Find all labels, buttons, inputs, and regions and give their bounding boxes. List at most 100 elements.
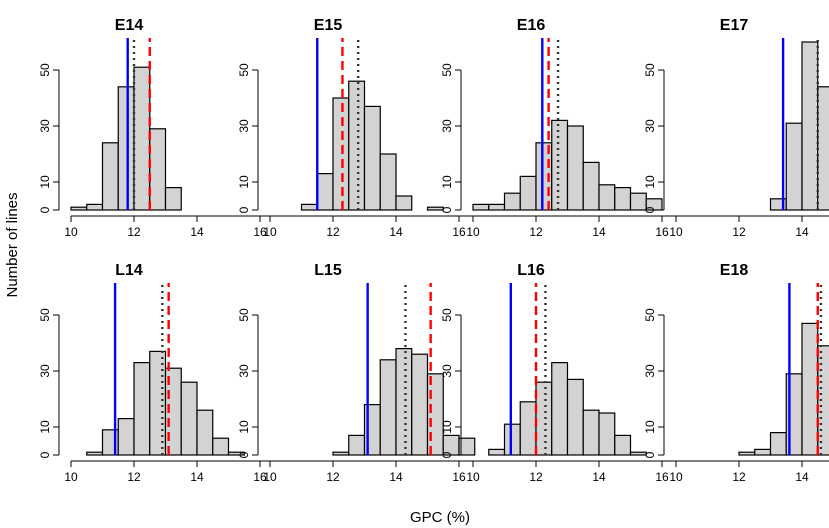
- panel-l14: 10 12 14 16 0 10 30 50 L14: [38, 262, 292, 484]
- panel-title: E16: [517, 17, 546, 34]
- y-tick-label: 30: [440, 364, 454, 378]
- histogram-bar: [348, 434, 366, 456]
- histogram-bar: [598, 412, 616, 456]
- histogram-bar: [86, 203, 104, 211]
- x-tick-label: 10: [64, 470, 78, 484]
- panel-e15: 10 12 14 16 0 10 30 50 E15: [237, 17, 491, 239]
- histogram-bar: [801, 41, 819, 211]
- histogram-bar: [551, 362, 569, 456]
- panel-e17: 10 12 14 16 0 10 30 50 E17: [643, 17, 829, 239]
- histogram-bar: [180, 381, 198, 456]
- x-tick-label: 16: [253, 225, 267, 239]
- histogram-bar: [70, 206, 88, 211]
- histogram-bar: [164, 187, 182, 211]
- x-tick-label: 16: [655, 470, 669, 484]
- panel-title: L14: [115, 262, 143, 279]
- histogram-bar: [411, 353, 429, 456]
- x-tick-label: 16: [253, 470, 267, 484]
- panel-title: E15: [314, 17, 343, 34]
- histogram-bar: [566, 378, 584, 456]
- histogram-bar: [503, 423, 521, 456]
- x-tick-label: 14: [389, 470, 403, 484]
- histogram-bar: [86, 451, 104, 456]
- histogram-bar: [332, 451, 350, 456]
- y-tick-label: 10: [440, 175, 454, 189]
- histogram-bar: [300, 203, 318, 211]
- y-tick-label: 10: [643, 420, 657, 434]
- x-tick-label: 10: [669, 470, 683, 484]
- y-tick-label: 30: [643, 119, 657, 133]
- y-tick-label: 30: [38, 119, 52, 133]
- y-tick-label: 0: [643, 451, 657, 458]
- panel-e18: 10 12 14 16 0 10 30 50 E18: [643, 262, 829, 484]
- y-tick-label: 30: [440, 119, 454, 133]
- figure-ylabel: Number of lines: [4, 192, 21, 297]
- x-tick-label: 14: [190, 225, 204, 239]
- x-tick-label: 12: [529, 225, 543, 239]
- histogram-bar: [503, 192, 521, 211]
- y-tick-label: 50: [643, 63, 657, 77]
- histogram-bar: [645, 198, 663, 211]
- y-tick-label: 10: [237, 175, 251, 189]
- histogram-bar: [426, 373, 444, 456]
- x-tick-label: 12: [529, 470, 543, 484]
- panel-e16: 10 12 14 16 0 10 30 50 E16: [440, 17, 694, 239]
- panel-title: L15: [314, 262, 342, 279]
- x-tick-label: 10: [64, 225, 78, 239]
- histogram-bar: [566, 125, 584, 211]
- panel-title: L16: [517, 262, 545, 279]
- panel-title: E18: [720, 262, 749, 279]
- histogram-bar: [212, 437, 230, 456]
- y-tick-label: 30: [38, 364, 52, 378]
- y-tick-label: 0: [237, 206, 251, 213]
- y-tick-label: 50: [38, 308, 52, 322]
- histogram-bar: [133, 66, 151, 211]
- histogram-bar: [332, 97, 350, 211]
- y-tick-label: 0: [38, 451, 52, 458]
- histogram-bar: [379, 359, 397, 456]
- y-tick-label: 30: [237, 119, 251, 133]
- y-tick-label: 10: [38, 175, 52, 189]
- histogram-bar: [101, 142, 119, 211]
- histogram-bar: [582, 409, 600, 456]
- histogram-bar: [738, 451, 756, 456]
- histogram-bar: [472, 203, 490, 211]
- histogram-bar: [395, 348, 413, 456]
- x-tick-label: 10: [669, 225, 683, 239]
- y-tick-label: 0: [38, 206, 52, 213]
- x-tick-label: 12: [326, 470, 340, 484]
- histogram-bar: [149, 128, 167, 211]
- x-tick-label: 10: [263, 470, 277, 484]
- y-tick-label: 10: [38, 420, 52, 434]
- histogram-bar: [426, 206, 444, 211]
- histogram-bar: [769, 432, 787, 456]
- x-tick-label: 14: [592, 470, 606, 484]
- panel-l15: 10 12 14 16 0 10 30 50 L15: [237, 262, 491, 484]
- y-tick-label: 50: [237, 63, 251, 77]
- histogram-bar: [551, 119, 569, 211]
- histogram-bar: [133, 362, 151, 456]
- histogram-bar: [488, 448, 506, 456]
- y-tick-label: 10: [237, 420, 251, 434]
- x-tick-label: 10: [263, 225, 277, 239]
- histogram-bar: [785, 122, 803, 211]
- histogram-bar: [348, 80, 366, 211]
- panel-e14: 10 12 14 16 0 10 30 50 E14: [38, 17, 292, 239]
- y-tick-label: 10: [440, 420, 454, 434]
- histogram-bar: [363, 105, 381, 211]
- panel-title: E17: [720, 17, 749, 34]
- histogram-bar: [754, 448, 772, 456]
- histogram-bar: [582, 161, 600, 211]
- y-tick-label: 50: [440, 63, 454, 77]
- histogram-bar: [519, 401, 537, 456]
- x-tick-label: 14: [795, 470, 809, 484]
- histogram-bar: [801, 322, 819, 456]
- histogram-bar: [117, 418, 135, 456]
- y-tick-label: 0: [643, 206, 657, 213]
- histogram-bar: [316, 173, 334, 211]
- histogram-bar: [379, 153, 397, 211]
- histogram-bar: [535, 381, 553, 456]
- histogram-bar: [117, 86, 135, 211]
- figure-xlabel: GPC (%): [410, 509, 470, 526]
